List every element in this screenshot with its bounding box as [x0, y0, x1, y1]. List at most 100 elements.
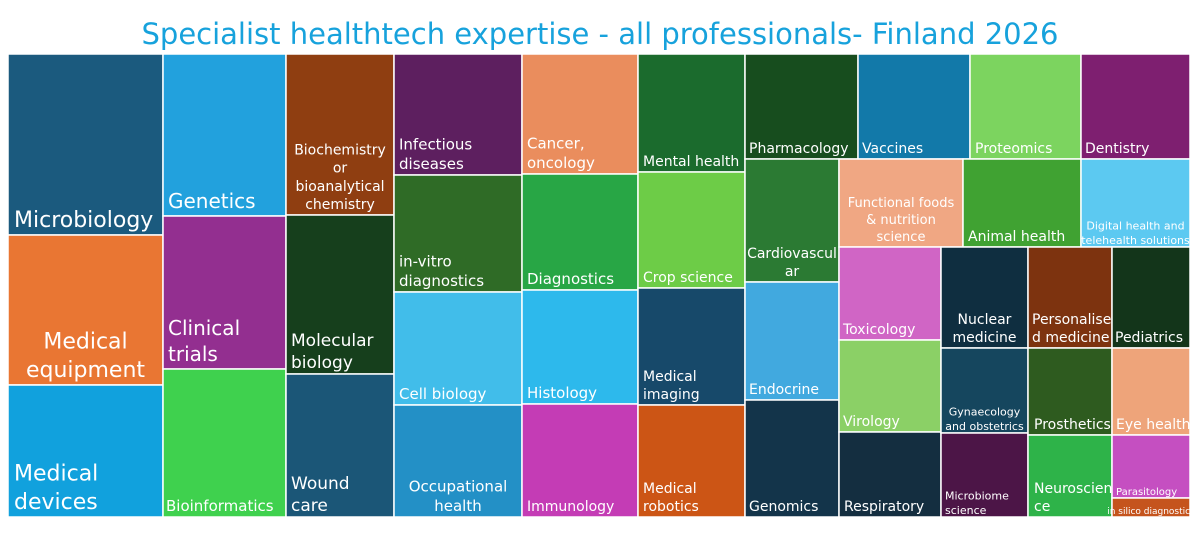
- tile-medical-equipment: Medical equipment: [7, 234, 164, 386]
- tile-parasitology: Parasitology: [1111, 434, 1191, 499]
- tile-label-cardiovascular: Cardiovascul ar: [747, 246, 837, 280]
- tile-label-medical-equipment: Medical equipment: [26, 329, 145, 383]
- tile-wound-care: Wound care: [285, 373, 395, 518]
- tile-rect-genomics: [744, 399, 840, 518]
- tile-label-gynaecology-and-obstetrics: Gynaecology and obstetrics: [945, 406, 1024, 433]
- tile-label-genetics: Genetics: [168, 189, 256, 213]
- tile-label-cancer-oncology: Cancer, oncology: [527, 135, 595, 173]
- tile-label-cell-biology: Cell biology: [399, 385, 487, 403]
- tile-toxicology: Toxicology: [838, 246, 942, 341]
- tile-pharmacology: Pharmacology: [744, 53, 859, 160]
- tile-rect-neuroscience: [1027, 434, 1113, 518]
- tile-label-in-silico-diagnostics: in silico diagnostics: [1107, 507, 1195, 517]
- tile-label-pediatrics: Pediatrics: [1115, 330, 1183, 346]
- tile-rect-digital-health-and-telehealth-solutions: [1080, 158, 1191, 248]
- tile-medical-robotics: Medical robotics: [637, 404, 746, 518]
- tile-medical-imaging: Medical imaging: [637, 287, 746, 406]
- tile-label-pharmacology: Pharmacology: [749, 141, 849, 157]
- tile-label-neuroscience: Neuroscien ce: [1034, 481, 1112, 515]
- tile-label-microbiology: Microbiology: [14, 208, 153, 233]
- tile-label-medical-devices: Medical devices: [14, 461, 98, 515]
- tile-label-biochemistry-or-bioanalytical-chemistry: Biochemistry or bioanalytical chemistry: [294, 142, 386, 213]
- tile-vaccines: Vaccines: [857, 53, 971, 160]
- tile-label-nuclear-medicine: Nuclear medicine: [952, 312, 1016, 346]
- tile-genetics: Genetics: [162, 53, 287, 217]
- tile-rect-occupational-health: [393, 404, 523, 518]
- tile-occupational-health: Occupational health: [393, 404, 523, 518]
- tile-rect-infectious-diseases: [393, 53, 523, 176]
- tile-label-genomics: Genomics: [749, 499, 818, 515]
- tile-rect-in-silico-diagnostics: [1111, 497, 1191, 518]
- tile-label-virology: Virology: [843, 414, 900, 430]
- tile-rect-respiratory: [838, 431, 942, 518]
- tile-rect-endocrine: [744, 281, 840, 401]
- tile-rect-wound-care: [285, 373, 395, 518]
- tile-dentistry: Dentistry: [1080, 53, 1191, 160]
- tile-label-immunology: Immunology: [527, 499, 614, 515]
- tile-genomics: Genomics: [744, 399, 840, 518]
- tile-rect-prosthetics: [1027, 347, 1113, 436]
- tile-rect-cell-biology: [393, 291, 523, 406]
- tile-clinical-trials: Clinical trials: [162, 215, 287, 370]
- tile-label-proteomics: Proteomics: [975, 141, 1052, 157]
- tile-label-animal-health: Animal health: [968, 229, 1065, 245]
- tile-rect-nuclear-medicine: [940, 246, 1029, 349]
- tile-label-eye-health: Eye health: [1116, 417, 1191, 433]
- tile-in-silico-diagnostics: in silico diagnostics: [1107, 497, 1195, 518]
- tile-rect-crop-science: [637, 171, 746, 289]
- tile-label-respiratory: Respiratory: [844, 499, 924, 515]
- tile-rect-proteomics: [969, 53, 1082, 160]
- tile-rect-toxicology: [838, 246, 942, 341]
- tile-gynaecology-and-obstetrics: Gynaecology and obstetrics: [940, 347, 1029, 434]
- tile-label-prosthetics: Prosthetics: [1034, 417, 1111, 433]
- tile-microbiology: Microbiology: [7, 53, 164, 236]
- tile-rect-parasitology: [1111, 434, 1191, 499]
- tile-label-medical-robotics: Medical robotics: [643, 481, 699, 515]
- tile-label-medical-imaging: Medical imaging: [643, 369, 700, 403]
- chart-title: Specialist healthtech expertise - all pr…: [141, 17, 1059, 51]
- tile-label-diagnostics: Diagnostics: [527, 270, 614, 288]
- tile-label-parasitology: Parasitology: [1116, 487, 1177, 498]
- tile-label-histology: Histology: [527, 384, 597, 402]
- tile-rect-genetics: [162, 53, 287, 217]
- tile-microbiome-science: Microbiome science: [940, 432, 1029, 518]
- tile-medical-devices: Medical devices: [7, 384, 164, 518]
- tile-in-vitro-diagnostics: in-vitro diagnostics: [393, 174, 523, 293]
- tile-neuroscience: Neuroscien ce: [1027, 434, 1113, 518]
- tile-eye-health: Eye health: [1111, 347, 1191, 436]
- tile-label-dentistry: Dentistry: [1085, 141, 1149, 157]
- tile-label-bioinformatics: Bioinformatics: [166, 497, 274, 515]
- tile-rect-eye-health: [1111, 347, 1191, 436]
- tile-respiratory: Respiratory: [838, 431, 942, 518]
- tile-label-in-vitro-diagnostics: in-vitro diagnostics: [399, 253, 484, 291]
- tile-rect-virology: [838, 339, 942, 433]
- tile-label-personalised-medicine: Personalise d medicine: [1032, 312, 1111, 346]
- tile-cell-biology: Cell biology: [393, 291, 523, 406]
- tile-digital-health-and-telehealth-solutions: Digital health and telehealth solutions: [1080, 158, 1191, 248]
- tile-rect-vaccines: [857, 53, 971, 160]
- tile-rect-dentistry: [1080, 53, 1191, 160]
- tile-label-crop-science: Crop science: [643, 270, 733, 286]
- tile-rect-microbiome-science: [940, 432, 1029, 518]
- tile-rect-molecular-biology: [285, 214, 395, 375]
- tile-label-endocrine: Endocrine: [749, 382, 819, 398]
- tile-label-mental-health: Mental health: [643, 154, 739, 170]
- tile-rect-immunology: [521, 403, 639, 518]
- tile-immunology: Immunology: [521, 403, 639, 518]
- tile-diagnostics: Diagnostics: [521, 173, 639, 291]
- tile-rect-histology: [521, 289, 639, 405]
- tile-bioinformatics: Bioinformatics: [162, 368, 287, 518]
- tile-rect-medical-robotics: [637, 404, 746, 518]
- tile-rect-bioinformatics: [162, 368, 287, 518]
- tile-cancer-oncology: Cancer, oncology: [521, 53, 639, 175]
- tile-personalised-medicine: Personalise d medicine: [1027, 246, 1113, 349]
- tile-label-clinical-trials: Clinical trials: [168, 316, 240, 366]
- tile-label-wound-care: Wound care: [291, 474, 350, 516]
- tile-rect-medical-devices: [7, 384, 164, 518]
- tile-label-microbiome-science: Microbiome science: [945, 490, 1009, 517]
- tile-molecular-biology: Molecular biology: [285, 214, 395, 375]
- tile-crop-science: Crop science: [637, 171, 746, 289]
- tile-label-infectious-diseases: Infectious diseases: [399, 136, 472, 174]
- tile-label-digital-health-and-telehealth-solutions: Digital health and telehealth solutions: [1081, 220, 1190, 247]
- tile-pediatrics: Pediatrics: [1111, 246, 1191, 349]
